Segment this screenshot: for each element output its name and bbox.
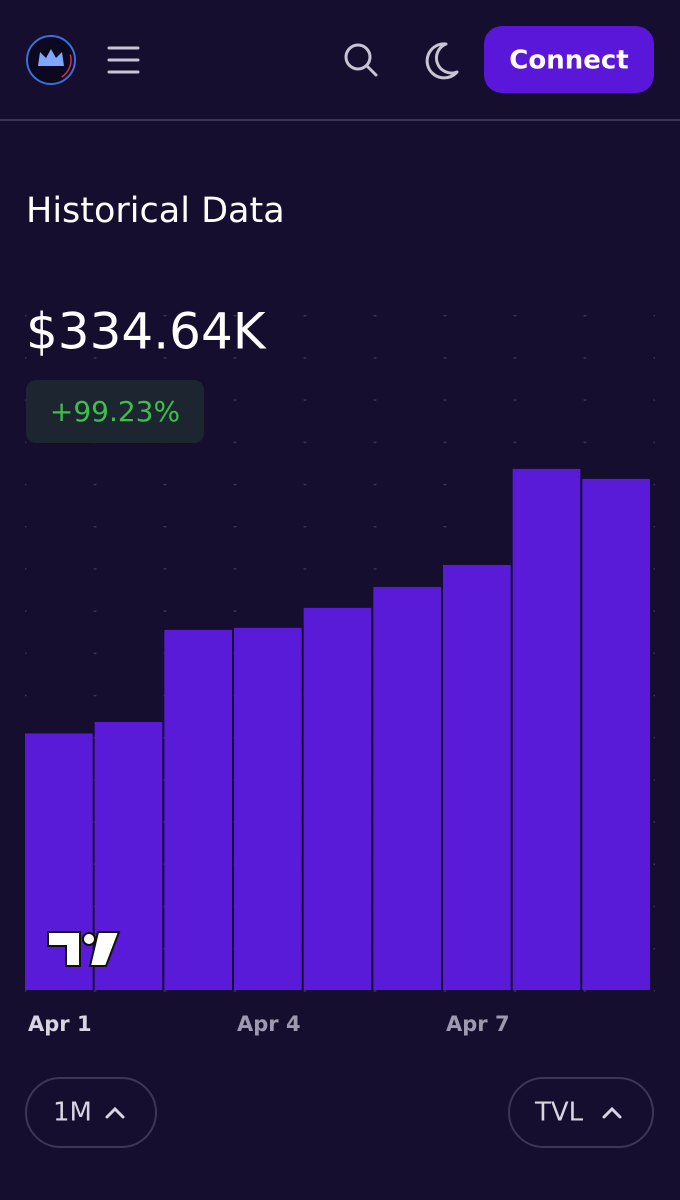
bar	[164, 629, 232, 990]
total-value: $334.64K	[26, 303, 267, 361]
change-value: +99.23%	[50, 395, 180, 428]
x-tick-label: Apr 7	[446, 1012, 510, 1036]
bar	[303, 607, 372, 990]
metric-label[interactable]: TVL	[534, 1098, 584, 1128]
bar	[512, 468, 581, 990]
connect-button[interactable]	[484, 26, 654, 93]
logo[interactable]	[26, 35, 76, 85]
range-button[interactable]	[25, 1077, 157, 1148]
theme-icon[interactable]	[425, 42, 459, 80]
menu-icon[interactable]	[107, 46, 140, 74]
x-tick-label: Apr 4	[237, 1012, 301, 1036]
page-title: Historical Data	[26, 191, 285, 231]
metric-caret	[602, 1106, 622, 1119]
bar	[373, 586, 441, 990]
range-label[interactable]: 1M	[53, 1098, 92, 1128]
connect-label[interactable]: Connect	[509, 46, 628, 76]
range-caret	[105, 1106, 125, 1119]
bar	[582, 478, 650, 990]
change-badge	[26, 380, 204, 443]
metric-button[interactable]	[508, 1077, 654, 1148]
bar	[443, 564, 511, 990]
bar	[25, 733, 93, 990]
bar	[234, 627, 302, 990]
tradingview-logo	[47, 931, 121, 967]
search-icon[interactable]	[344, 43, 378, 77]
x-tick-label: Apr 1	[28, 1012, 92, 1036]
